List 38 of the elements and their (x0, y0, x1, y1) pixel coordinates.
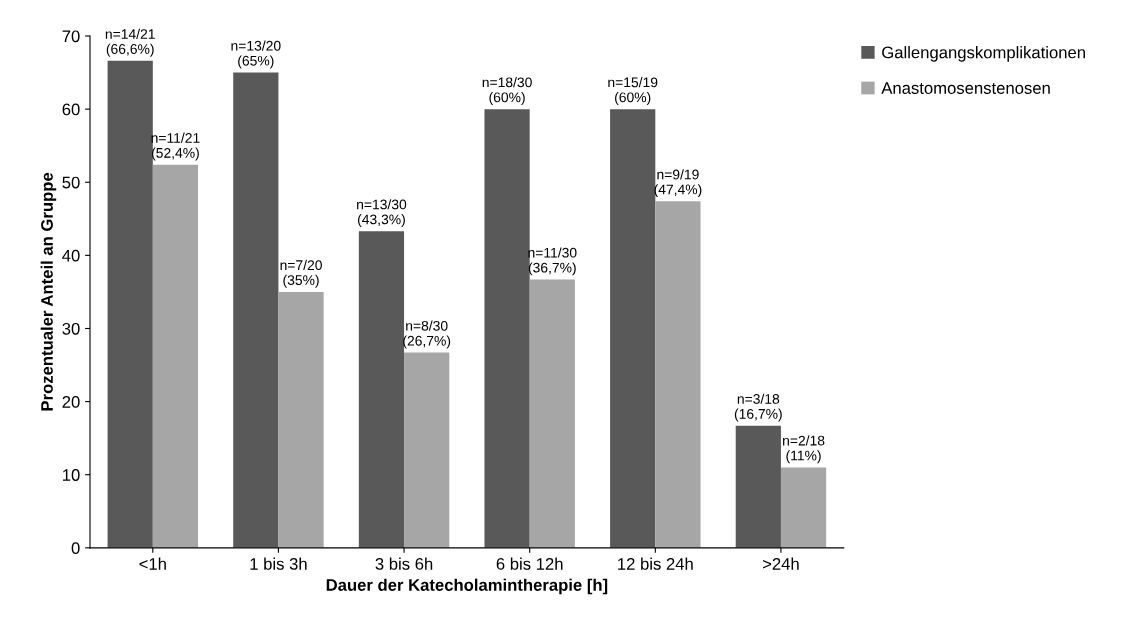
x-tick-label: >24h (762, 557, 799, 570)
x-tick-label: <1h (139, 557, 166, 570)
y-tick-label: 0 (71, 542, 80, 555)
x-tick-label: 6 bis 12h (496, 557, 563, 570)
y-axis-title: Prozentualer Anteil an Gruppe (40, 172, 57, 411)
x-tick-label: 1 bis 3h (250, 557, 307, 570)
y-tick-label: 30 (62, 322, 80, 335)
bar (484, 109, 530, 548)
data-label: n=14/21 (66,6%) (105, 28, 155, 57)
y-tick-label: 20 (62, 396, 80, 408)
legend-label: Gallengangskomplikationen (882, 46, 1085, 62)
data-label: n=7/20 (35%) (280, 259, 322, 288)
data-label: n=15/19 (60%) (608, 77, 658, 105)
bar (358, 231, 405, 548)
bar (107, 60, 153, 548)
x-axis-title: Dauer der Katecholamintherapie [h] (326, 578, 608, 595)
data-label: n=18/30 (60%) (482, 77, 532, 105)
bar (780, 467, 827, 548)
bar (610, 109, 656, 548)
x-tick-label: 12 bis 24h (618, 557, 693, 570)
x-tick-label: 3 bis 6h (375, 557, 433, 570)
y-tick-label: 10 (63, 469, 80, 481)
bar (655, 201, 701, 548)
bar (152, 164, 199, 548)
y-tick-label: 50 (62, 176, 80, 189)
data-label: n=3/18 (16,7%) (734, 393, 782, 422)
bar (529, 279, 575, 548)
bar (233, 72, 279, 548)
data-label: n=13/30 (43,3%) (357, 199, 407, 228)
data-label: n=13/20 (65%) (231, 40, 281, 69)
legend-label: Anastomosenstenosen (881, 82, 1050, 94)
y-tick-label: 40 (62, 249, 80, 262)
y-tick-label: 70 (62, 30, 80, 43)
data-label: n=2/18 (11%) (783, 435, 825, 464)
bar (278, 291, 324, 548)
bar (404, 352, 450, 548)
y-tick-label: 60 (62, 103, 80, 116)
bar (735, 425, 781, 548)
